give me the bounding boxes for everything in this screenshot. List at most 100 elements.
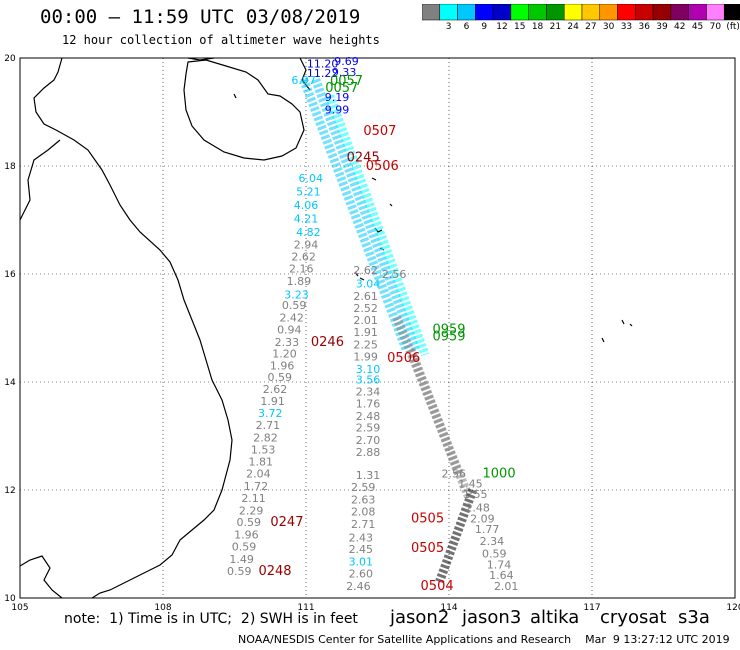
wave-height-label: 1.91	[260, 395, 285, 408]
lon-tick-label: 105	[11, 603, 28, 613]
wave-height-label: 3.72	[258, 407, 283, 420]
gulf-tonkin-west	[19, 139, 61, 221]
wave-height-label: 1.53	[251, 443, 276, 456]
track-band	[325, 94, 430, 357]
wave-height-label: 2.08	[351, 505, 376, 518]
wave-height-label: 11.22	[307, 67, 339, 80]
wave-height-label: 9.69	[334, 55, 359, 68]
map-frame	[19, 57, 736, 599]
leizhou-peninsula	[187, 57, 215, 61]
color-scale-label: 39	[656, 22, 668, 32]
wave-height-label: 2.04	[246, 468, 271, 481]
wave-height-label: 9.33	[332, 66, 357, 79]
wave-height-label: 2.94	[294, 239, 319, 252]
altimeter-tracks	[299, 78, 478, 584]
lat-tick-label: 16	[4, 270, 16, 280]
pass-time-label: 0504	[421, 579, 454, 594]
wave-height-label: 6.04	[299, 172, 324, 185]
color-scale-label: 27	[585, 22, 597, 32]
color-scale-label: 70	[709, 22, 722, 32]
axis-tick-labels: 105 108 111 114 117 120 20 18 16 14 12 10	[4, 54, 740, 613]
pass-time-label: 0506	[387, 351, 420, 366]
legend-jason2: jason2	[390, 607, 450, 628]
wave-height-label: 1.77	[475, 523, 500, 536]
wave-height-label: 1.89	[287, 275, 312, 288]
wave-height-label: 4.21	[294, 213, 319, 226]
wave-height-label: 1.72	[244, 480, 269, 493]
wave-height-label: 2.33	[275, 336, 300, 349]
lon-tick-label: 120	[726, 603, 740, 613]
wave-height-label: 0.94	[277, 323, 302, 336]
legend-jason3: jason3	[462, 607, 522, 628]
wave-height-label: 2.43	[349, 531, 374, 544]
vietnam-coast	[33, 57, 233, 599]
pass-time-label: 0506	[366, 159, 399, 174]
wave-height-label: 2.56	[442, 468, 467, 481]
wave-height-label: 2.62	[263, 383, 288, 396]
wave-height-label: 1.96	[234, 529, 259, 542]
wave-height-label: 2.48	[356, 410, 381, 423]
wave-height-label: 1.91	[353, 326, 378, 339]
wave-height-label: 11.20	[307, 58, 339, 71]
wave-height-label: 3.01	[349, 556, 374, 569]
wave-height-labels: 11.209.6911.229.33005700576.979.199.9905…	[227, 55, 518, 594]
coastline	[19, 57, 633, 599]
hainan-island	[183, 59, 305, 161]
lon-tick-label: 117	[583, 603, 600, 613]
color-scale-labels: 3 6 9 12 15 18 21 24 27 30 33 36 39 42 45 70 (ft)	[422, 22, 740, 36]
legend-cryosat: cryosat	[600, 607, 667, 628]
wave-height-label: 2.34	[480, 535, 505, 548]
color-scale-label: 21	[549, 22, 562, 32]
pass-time-label: 0057	[325, 81, 358, 96]
track-band	[406, 347, 463, 476]
wave-height-label: 0.59	[227, 565, 252, 578]
wave-height-label: 1.45	[458, 477, 483, 490]
wave-height-label: 2.59	[351, 481, 376, 494]
wave-height-label: 9.19	[325, 91, 350, 104]
wave-height-label: 1.49	[229, 553, 254, 566]
color-scale-label: 45	[691, 22, 704, 32]
color-scale-label: 6	[463, 22, 470, 32]
pass-time-label: 0248	[258, 564, 291, 579]
lat-tick-label: 12	[4, 486, 15, 496]
wave-height-label: 2.01	[353, 314, 378, 327]
wave-height-label: 1.74	[487, 558, 512, 571]
color-scale-label: 36	[638, 22, 650, 32]
lon-tick-label: 114	[440, 603, 457, 613]
wave-height-label: 0.59	[232, 540, 257, 553]
color-scale-label: 24	[567, 22, 579, 32]
wave-height-label: 0.59	[268, 371, 293, 384]
wave-height-label: 5.21	[296, 186, 321, 199]
pass-time-label: 0505	[411, 511, 444, 526]
wave-height-label: 2.52	[353, 302, 378, 315]
wave-height-label: 0.59	[237, 516, 262, 529]
color-scale-label: 12	[496, 22, 508, 32]
credit-line: NOAA/NESDIS Center for Satellite Applica…	[238, 633, 730, 646]
wave-height-label: 2.71	[256, 419, 281, 432]
wave-height-label: 1.99	[353, 350, 378, 363]
color-scale-label: 15	[514, 22, 526, 32]
wave-height-label: 1.76	[356, 397, 381, 410]
pass-time-label: 0959	[432, 329, 465, 344]
color-scale-label: 42	[674, 22, 686, 32]
wave-height-label: 2.34	[356, 386, 381, 399]
wave-height-label: 1.64	[489, 569, 514, 582]
lat-tick-label: 14	[4, 378, 16, 388]
wave-height-label: 9.99	[325, 104, 350, 117]
wave-height-label: 0.59	[482, 548, 507, 561]
wave-height-label: 2.09	[470, 512, 495, 525]
color-scale-label: 30	[602, 22, 615, 32]
pass-time-label: 0246	[311, 335, 344, 350]
wave-height-label: 2.60	[349, 567, 374, 580]
wave-height-label: 2.45	[349, 543, 374, 556]
wave-height-label: 6.97	[291, 74, 316, 87]
track-band	[311, 78, 420, 352]
lat-tick-label: 20	[4, 54, 16, 64]
wave-height-label: 2.25	[353, 339, 378, 352]
wave-height-label: 2.16	[289, 262, 314, 275]
wave-height-label: 1.31	[356, 469, 381, 482]
pass-time-label: 0505	[411, 541, 444, 556]
lon-tick-label: 111	[297, 603, 314, 613]
wave-height-label: 2.61	[353, 290, 378, 303]
wave-height-label: 0.59	[282, 299, 307, 312]
